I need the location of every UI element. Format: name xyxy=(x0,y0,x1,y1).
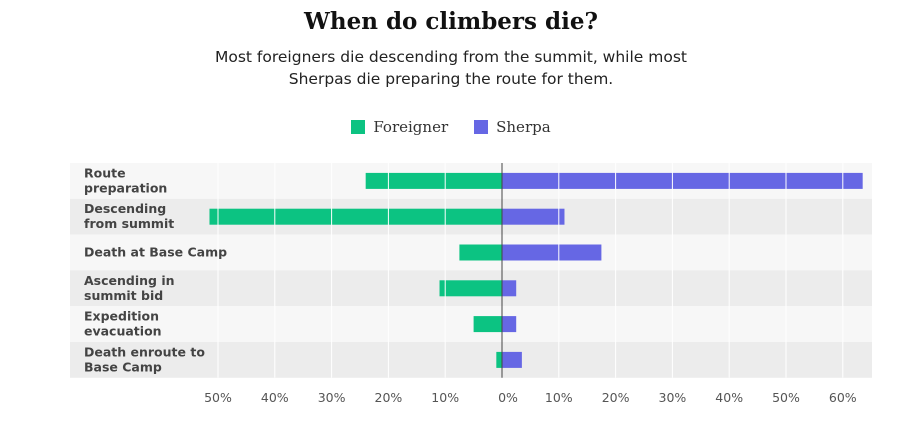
bar-foreigner xyxy=(365,172,502,189)
x-tick-label: 40% xyxy=(715,390,743,405)
x-tick-label: 60% xyxy=(829,390,857,405)
subtitle-line-1: Most foreigners die descending from the … xyxy=(214,48,687,66)
legend-swatch-sherpa xyxy=(474,120,489,134)
row-background xyxy=(70,306,872,342)
x-tick-label: 10% xyxy=(431,390,459,405)
bar-foreigner xyxy=(496,351,502,368)
chart-subtitle: Most foreigners die descending from the … xyxy=(0,46,902,90)
category-label: Death at Base Camp xyxy=(84,245,227,260)
category-label: Expedition evacuation xyxy=(84,309,162,339)
bar-sherpa xyxy=(502,244,602,261)
category-label: Death enroute to Base Camp xyxy=(84,344,205,374)
x-tick-label: 30% xyxy=(659,390,687,405)
legend-item-foreigner: Foreigner xyxy=(351,118,448,136)
x-tick-label: 50% xyxy=(204,390,232,405)
x-tick-label: 0% xyxy=(498,390,518,405)
bar-sherpa xyxy=(502,316,517,333)
legend-swatch-foreigner xyxy=(351,120,366,134)
x-tick-label: 20% xyxy=(375,390,403,405)
chart-legend: Foreigner Sherpa xyxy=(0,118,902,136)
x-tick-label: 40% xyxy=(261,390,289,405)
bar-foreigner xyxy=(439,280,502,297)
row-background xyxy=(70,342,872,378)
x-tick-label: 10% xyxy=(545,390,573,405)
bar-foreigner xyxy=(473,316,502,333)
bar-sherpa xyxy=(502,351,522,368)
x-tick-label: 50% xyxy=(772,390,800,405)
bar-foreigner xyxy=(209,208,503,225)
x-tick-label: 20% xyxy=(602,390,630,405)
category-label: Descending from summit xyxy=(84,201,174,231)
bar-sherpa xyxy=(502,172,863,189)
bar-foreigner xyxy=(459,244,502,261)
x-tick-label: 30% xyxy=(318,390,346,405)
legend-label-sherpa: Sherpa xyxy=(496,118,551,136)
bar-sherpa xyxy=(502,208,565,225)
category-label: Ascending in summit bid xyxy=(84,273,175,303)
chart-title: When do climbers die? xyxy=(304,8,598,35)
legend-label-foreigner: Foreigner xyxy=(373,118,449,136)
legend-item-sherpa: Sherpa xyxy=(474,118,551,136)
bar-sherpa xyxy=(502,280,517,297)
subtitle-line-2: Sherpas die preparing the route for them… xyxy=(288,70,614,88)
category-label: Route preparation xyxy=(84,165,167,195)
